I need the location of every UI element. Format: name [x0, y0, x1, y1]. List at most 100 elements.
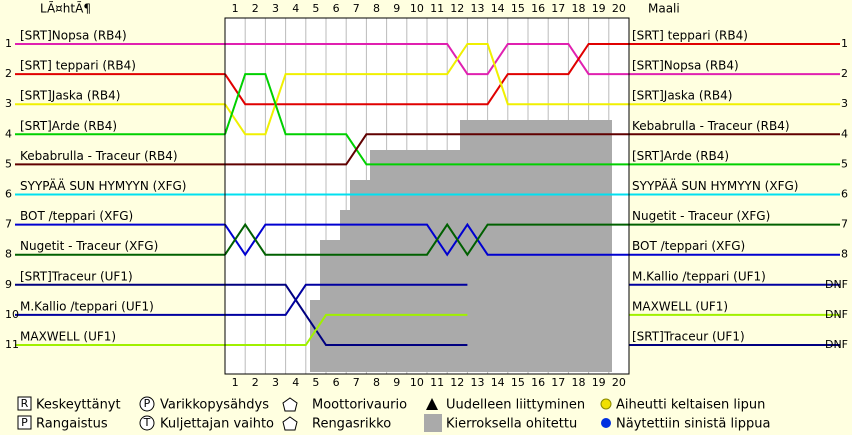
driver-line	[225, 313, 468, 346]
finish-label: DNF	[825, 308, 848, 321]
finish-name: [SRT]Arde (RB4)	[632, 149, 729, 163]
legend-icon	[601, 418, 611, 428]
lap-label: 5	[312, 376, 319, 389]
position-label: 2	[5, 67, 12, 80]
driver-line	[224, 222, 629, 257]
start-name: [SRT]Nopsa (RB4)	[20, 29, 127, 43]
finish-label: 1	[841, 37, 848, 50]
finish-header: Maali	[648, 2, 680, 16]
lap-label: 7	[353, 2, 360, 15]
driver-line	[225, 133, 629, 166]
position-label: 7	[5, 218, 12, 231]
start-name: [SRT]Arde (RB4)	[20, 119, 117, 133]
lap-label: 14	[491, 2, 505, 15]
legend-icon: R	[21, 397, 29, 410]
legend-label: Rangaistus	[36, 417, 108, 432]
legend-icon: P	[21, 416, 28, 429]
start-name: [SRT]Traceur (UF1)	[20, 269, 133, 283]
legend-label: Rengasrikko	[312, 417, 391, 432]
legend-label: Keskeyttänyt	[36, 398, 121, 413]
lap-label: 4	[292, 2, 299, 15]
position-label: 5	[5, 157, 12, 170]
finish-name: Nugetit - Traceur (XFG)	[632, 209, 770, 223]
position-label: 4	[5, 127, 12, 140]
lap-label: 7	[353, 376, 360, 389]
lap-label: 2	[252, 376, 259, 389]
legend-label: Uudelleen liittyminen	[446, 398, 585, 413]
position-label: 9	[5, 278, 12, 291]
lap-label: 18	[572, 376, 586, 389]
lap-label: 3	[272, 2, 279, 15]
lap-label: 13	[471, 376, 485, 389]
start-name: [SRT] teppari (RB4)	[20, 59, 136, 73]
legend-icon	[139, 415, 155, 431]
legend-icon: T	[143, 416, 151, 429]
finish-name: [SRT]Nopsa (RB4)	[632, 59, 739, 73]
lap-label: 1	[232, 376, 239, 389]
lap-label: 18	[572, 2, 586, 15]
lap-label: 8	[373, 2, 380, 15]
finish-label: 5	[841, 157, 848, 170]
lap-label: 20	[612, 376, 626, 389]
legend: R Keskeyttänyt P Rangaistus P Varikkopys…	[17, 396, 770, 432]
lap-label: 16	[531, 2, 545, 15]
legend-label: Moottorivaurio	[312, 398, 407, 413]
lap-label: 14	[491, 376, 505, 389]
finish-label: 4	[841, 127, 848, 140]
finish-name: MAXWELL (UF1)	[632, 299, 728, 313]
finish-label: 3	[841, 97, 848, 110]
driver-line	[224, 43, 629, 106]
legend-icon	[426, 398, 438, 410]
finish-name: [SRT]Jaska (RB4)	[632, 89, 732, 103]
finish-name: BOT /teppari (XFG)	[632, 239, 745, 253]
finish-name: [SRT] teppari (RB4)	[632, 29, 748, 43]
lap-label: 9	[393, 376, 400, 389]
start-name: BOT /teppari (XFG)	[20, 209, 133, 223]
lap-label: 20	[612, 2, 626, 15]
lap-label: 3	[272, 376, 279, 389]
lap-label: 8	[373, 376, 380, 389]
lap-label: 17	[551, 376, 565, 389]
legend-label: Näytettiin sinistä lippua	[616, 417, 770, 432]
lap-label: 12	[450, 376, 464, 389]
lap-label: 16	[531, 376, 545, 389]
legend-label: Aiheutti keltaisen lipun	[616, 398, 765, 413]
driver-line	[224, 43, 629, 136]
finish-name: SYYPÄÄ SUN HYMYYN (XFG)	[632, 178, 798, 193]
finish-name: [SRT]Traceur (UF1)	[632, 330, 745, 344]
driver-line	[224, 222, 629, 257]
start-name: M.Kallio /teppari (UF1)	[20, 299, 154, 313]
lap-label: 19	[592, 376, 606, 389]
lap-label: 1	[232, 2, 239, 15]
finish-label: DNF	[825, 338, 848, 351]
chart-border	[224, 17, 630, 375]
lap-label: 11	[430, 376, 444, 389]
start-name: Nugetit - Traceur (XFG)	[20, 239, 158, 253]
start-name: SYYPÄÄ SUN HYMYYN (XFG)	[20, 178, 186, 193]
legend-icon	[139, 396, 155, 412]
lap-label: 10	[410, 376, 424, 389]
lap-label: 12	[450, 2, 464, 15]
legend-label: Kierroksella ohitettu	[446, 417, 577, 432]
position-label: 1	[5, 37, 12, 50]
lap-label: 10	[410, 2, 424, 15]
legend-label: Varikkopysähdys	[160, 398, 269, 413]
start-name: [SRT]Jaska (RB4)	[20, 89, 120, 103]
driver-line	[225, 43, 629, 76]
lap-label: 11	[430, 2, 444, 15]
finish-label: 7	[841, 218, 848, 231]
lap-label: 4	[292, 376, 299, 389]
finish-label: 6	[841, 188, 848, 201]
legend-icon	[282, 416, 298, 431]
lap-label: 15	[511, 2, 525, 15]
start-name: MAXWELL (UF1)	[20, 330, 116, 344]
lap-label: 19	[592, 2, 606, 15]
driver-line	[224, 73, 629, 166]
finish-name: Kebabrulla - Traceur (RB4)	[632, 119, 790, 133]
start-header: LÃ¤htÃ¶	[40, 1, 91, 16]
lap-label: 6	[333, 376, 340, 389]
legend-label: Kuljettajan vaihto	[160, 417, 274, 432]
legend-icon: P	[144, 397, 151, 410]
position-label: 3	[5, 97, 12, 110]
finish-label: 2	[841, 67, 848, 80]
